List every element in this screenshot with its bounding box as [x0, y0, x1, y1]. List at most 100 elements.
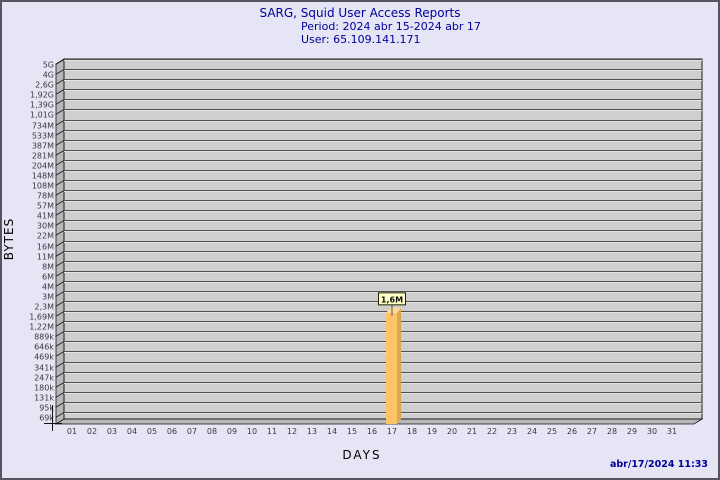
day-label: 24 [527, 427, 537, 436]
report-user: User: 65.109.141.171 [301, 33, 421, 46]
day-label: 01 [67, 427, 77, 436]
y-tick-label: 6M [42, 273, 54, 282]
y-tick-label: 1,92G [30, 91, 54, 100]
y-tick [55, 89, 65, 95]
day-label: 13 [307, 427, 317, 436]
y-tick-label: 646k [34, 343, 54, 352]
y-tick [55, 351, 65, 357]
day-label: 05 [147, 427, 157, 436]
y-tick [55, 99, 65, 105]
y-tick-label: 2,6G [35, 81, 54, 90]
bar-front [386, 312, 397, 424]
y-tick-label: 341k [34, 364, 54, 373]
day-label: 29 [627, 427, 637, 436]
day-label: 20 [447, 427, 457, 436]
day-label: 17 [387, 427, 397, 436]
y-tick-label: 22M [37, 232, 54, 241]
y-tick [55, 372, 65, 378]
y-tick [55, 69, 65, 75]
day-label: 19 [427, 427, 437, 436]
report-title-block: SARG, Squid User Access Reports Period: … [2, 7, 718, 47]
y-tick [55, 210, 65, 216]
y-tick-label: 180k [34, 384, 54, 393]
y-tick-label: 387M [32, 142, 54, 151]
day-label: 12 [287, 427, 297, 436]
y-tick-label: 16M [37, 243, 54, 252]
day-label: 11 [267, 427, 277, 436]
y-tick-label: 1,69M [29, 313, 54, 322]
day-label: 15 [347, 427, 357, 436]
y-tick-label: 533M [32, 132, 54, 141]
plot-area [63, 58, 703, 420]
day-label: 31 [667, 427, 677, 436]
day-label: 03 [107, 427, 117, 436]
y-tick [55, 291, 65, 297]
y-tick-label: 8M [42, 263, 54, 272]
y-tick-label: 78M [37, 192, 54, 201]
y-tick [55, 180, 65, 186]
floor [54, 418, 704, 425]
day-label: 09 [227, 427, 237, 436]
y-tick [55, 301, 65, 307]
y-tick-label: 108M [32, 182, 54, 191]
y-tick [55, 130, 65, 136]
y-tick-label: 4G [43, 71, 54, 80]
y-tick-label: 889k [34, 333, 54, 342]
y-tick [55, 200, 65, 206]
y-tick-label: 247k [34, 374, 54, 383]
y-tick-label: 95k [39, 404, 54, 413]
y-tick [55, 109, 65, 115]
day-label: 22 [487, 427, 497, 436]
report-period: Period: 2024 abr 15-2024 abr 17 [301, 20, 481, 33]
y-tick-label: 148M [32, 172, 54, 181]
y-tick-label: 1,01G [30, 111, 54, 120]
y-tick [55, 392, 65, 398]
timestamp: abr/17/2024 11:33 [609, 459, 708, 470]
y-tick [55, 170, 65, 176]
y-tick [55, 160, 65, 166]
y-tick-label: 57M [37, 202, 54, 211]
x-axis-title: DAYS [342, 448, 381, 462]
bar-top [386, 307, 401, 313]
y-tick [55, 230, 65, 236]
day-label: 27 [587, 427, 597, 436]
day-label: 14 [327, 427, 337, 436]
day-label: 02 [87, 427, 97, 436]
y-tick [55, 241, 65, 247]
y-tick [55, 150, 65, 156]
y-tick [55, 140, 65, 146]
y-tick-label: 2,3M [34, 303, 54, 312]
y-tick [55, 120, 65, 126]
y-tick-label: 5G [43, 61, 54, 70]
y-tick [55, 79, 65, 85]
y-tick-label: 204M [32, 162, 54, 171]
day-label: 07 [187, 427, 197, 436]
day-label: 18 [407, 427, 417, 436]
y-tick [55, 190, 65, 196]
day-label: 23 [507, 427, 517, 436]
y-tick [55, 412, 65, 418]
day-label: 08 [207, 427, 217, 436]
day-label: 10 [247, 427, 257, 436]
day-label: 26 [567, 427, 577, 436]
y-tick [55, 281, 65, 287]
y-tick [55, 261, 65, 267]
day-label: 28 [607, 427, 617, 436]
bar-value-annotation: 1,6M [381, 295, 403, 304]
y-tick [55, 362, 65, 368]
day-label: 04 [127, 427, 137, 436]
y-tick [55, 251, 65, 257]
y-tick [55, 311, 65, 317]
chart-plot: 5G4G2,6G1,92G1,39G1,01G734M533M387M281M2… [29, 58, 704, 436]
y-tick-label: 30M [37, 222, 54, 231]
y-tick-label: 1,22M [29, 323, 54, 332]
y-tick [55, 321, 65, 327]
y-tick [55, 271, 65, 277]
y-tick [55, 402, 65, 408]
y-tick [55, 331, 65, 337]
day-label: 06 [167, 427, 177, 436]
day-label: 21 [467, 427, 477, 436]
y-tick-label: 4M [42, 283, 54, 292]
